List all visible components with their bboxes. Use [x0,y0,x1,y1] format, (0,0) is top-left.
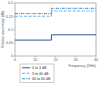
series-group [15,8,96,40]
y-tick-label: 0.05 [6,41,13,45]
x-tick-label: 20 [54,58,58,62]
y-tick [14,16,16,17]
x-tick-label: 0 [14,58,16,62]
y-tick [14,42,16,43]
y-tick-label: 0 [11,54,13,58]
legend-label: 40 to 60 dB [32,77,51,81]
legend-label: 0 to 3 dB [32,66,47,70]
x-tick-label: 10 [33,58,37,62]
series-line [15,8,96,13]
y-axis-label: Relative uncertainty (dB) [1,11,5,48]
legend-label: 3 to 40 dB [32,72,49,76]
y-tick-label: 0.1 [8,28,13,32]
y-tick [14,29,16,30]
x-axis-label: Frequency (GHz) [68,64,96,68]
x-tick-label: 40 [94,58,98,62]
y-tick-label: 0.15 [6,15,13,19]
x-tick-label: 30 [74,58,78,62]
y-tick-label: 0.2 [8,1,13,5]
y-tick [14,3,16,4]
legend-box [20,64,54,83]
legend-swatch [22,78,30,79]
legend-swatch [22,67,30,68]
plot-frame [15,3,96,56]
y-tick [14,56,16,57]
series-line [15,35,96,40]
legend-swatch [22,73,30,74]
chart: 0 0.05 0.1 0.15 0.2 0 10 20 30 40 Relative uncerta… [0,0,100,85]
